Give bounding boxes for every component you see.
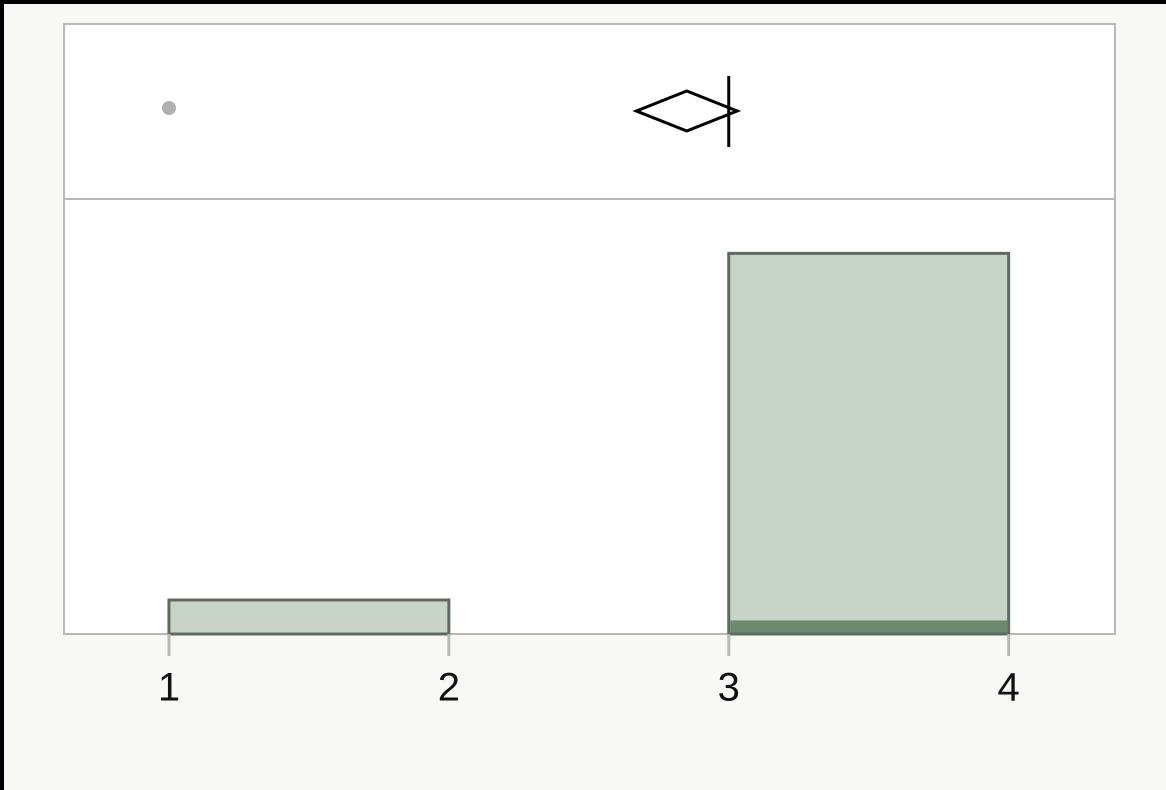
histogram-bar	[167, 598, 451, 636]
x-tick-label: 4	[998, 666, 1020, 710]
x-tick-label: 3	[718, 666, 740, 710]
mean-diamond	[632, 89, 742, 133]
x-tick-label: 2	[438, 666, 460, 710]
x-tick-label: 1	[158, 666, 180, 710]
histogram-bar	[727, 251, 1011, 636]
outlier	[161, 101, 176, 115]
highlight-bar	[730, 620, 1008, 633]
